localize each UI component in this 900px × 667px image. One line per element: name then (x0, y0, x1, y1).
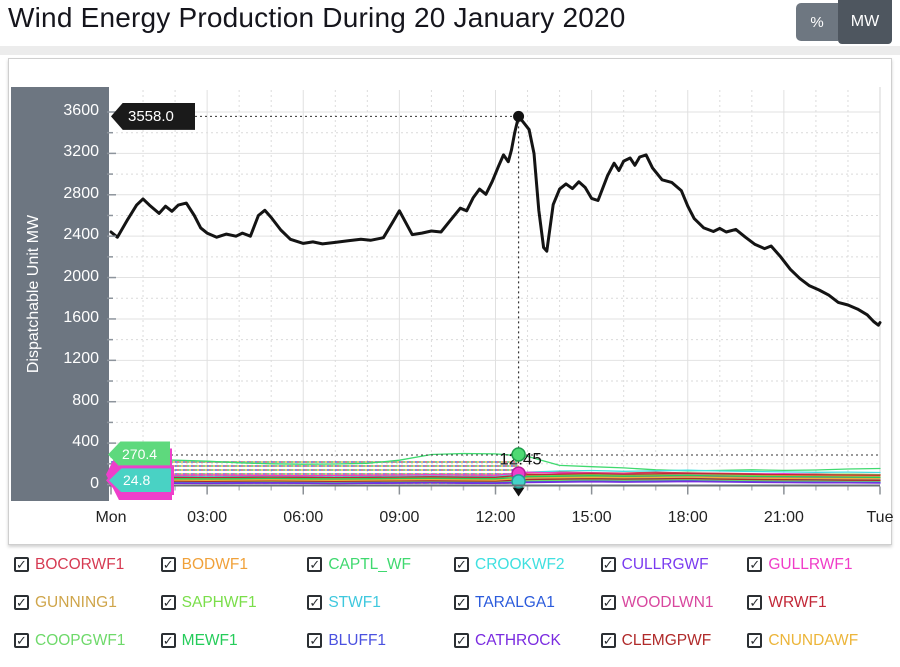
teal-value-callout-text: 24.8 (109, 468, 171, 493)
legend-checkbox-cathrock[interactable]: ✓ (454, 633, 469, 648)
legend-item-bodwf1[interactable]: ✓ BODWF1 (160, 554, 302, 575)
legend-checkbox-gullrwf1[interactable]: ✓ (747, 557, 763, 572)
y-tick-label: 1600 (63, 308, 99, 326)
legend-item-bluff1[interactable]: ✓ BLUFF1 (307, 630, 448, 651)
legend-label[interactable]: WRWF1 (768, 593, 827, 611)
header: Wind Energy Production During 20 January… (0, 0, 900, 46)
percent-button[interactable]: % (796, 3, 838, 41)
legend-checkbox-wrwf1[interactable]: ✓ (747, 595, 763, 610)
legend-checkbox-stwf1[interactable]: ✓ (307, 595, 323, 610)
legend-label[interactable]: CATHROCK (475, 631, 561, 649)
legend-label[interactable]: CNUNDAWF (768, 631, 859, 649)
green-value-callout: 270.4 (108, 441, 170, 468)
legend-label[interactable]: TARALGA1 (475, 593, 555, 611)
legend-label[interactable]: STWF1 (328, 593, 381, 611)
legend-checkbox-bodwf1[interactable]: ✓ (160, 557, 176, 572)
legend-label[interactable]: GULLRWF1 (768, 555, 853, 573)
legend-item-crookwf2[interactable]: ✓ CROOKWF2 (454, 554, 595, 575)
unit-toggle: % MW (796, 0, 892, 44)
legend-checkbox-taralga1[interactable]: ✓ (454, 595, 469, 610)
legend-item-cnundawf[interactable]: ✓ CNUNDAWF (747, 630, 888, 651)
x-tick-label: 21:00 (763, 509, 804, 526)
legend-label[interactable]: MEWF1 (181, 631, 238, 649)
legend-item-taralga1[interactable]: ✓ TARALGA1 (454, 592, 595, 613)
y-tick-label: 400 (72, 433, 99, 451)
x-tick-label: 18:00 (667, 509, 708, 526)
legend-item-saphwf1[interactable]: ✓ SAPHWF1 (160, 592, 302, 613)
legend-checkbox-captl_wf[interactable]: ✓ (307, 557, 323, 572)
legend-checkbox-gunning1[interactable]: ✓ (14, 595, 29, 610)
legend-checkbox-bocorwf1[interactable]: ✓ (14, 557, 29, 572)
header-divider (0, 46, 900, 55)
y-tick-label: 1200 (63, 350, 99, 368)
legend-item-cullrgwf[interactable]: ✓ CULLRGWF (600, 554, 742, 575)
y-tick-label: 3200 (63, 143, 99, 161)
legend-checkbox-mewf1[interactable]: ✓ (160, 633, 176, 648)
legend-label[interactable]: COOPGWF1 (35, 631, 126, 649)
legend-item-captl_wf[interactable]: ✓ CAPTL_WF (307, 554, 448, 575)
x-tick-label: 03:00 (187, 509, 228, 526)
x-tick-label: 06:00 (283, 509, 324, 526)
legend-label[interactable]: SAPHWF1 (181, 593, 257, 611)
legend-item-gullrwf1[interactable]: ✓ GULLRWF1 (747, 554, 888, 575)
legend-item-gunning1[interactable]: ✓ GUNNING1 (14, 592, 155, 613)
legend-label[interactable]: BLUFF1 (328, 631, 387, 649)
legend-label[interactable]: CLEMGPWF (621, 631, 712, 649)
legend-item-cathrock[interactable]: ✓ CATHROCK (454, 630, 595, 651)
legend-item-stwf1[interactable]: ✓ STWF1 (307, 592, 448, 613)
legend-label[interactable]: CULLRGWF (621, 555, 709, 573)
y-axis-band: Dispatchable Unit MW (11, 87, 109, 501)
legend-label[interactable]: CROOKWF2 (475, 555, 565, 573)
y-tick-label: 3600 (63, 102, 99, 119)
legend-label[interactable]: BODWF1 (181, 555, 248, 573)
teal-value-callout: 24.8 (106, 465, 174, 496)
y-tick-label: 2400 (63, 226, 99, 244)
legend-checkbox-woodlwn1[interactable]: ✓ (600, 595, 616, 610)
y-tick-label: 2000 (63, 267, 99, 285)
mw-button[interactable]: MW (838, 0, 892, 44)
legend-checkbox-bluff1[interactable]: ✓ (307, 633, 323, 648)
legend-item-bocorwf1[interactable]: ✓ BOCORWF1 (14, 554, 155, 575)
legend-item-coopgwf1[interactable]: ✓ COOPGWF1 (14, 630, 155, 651)
legend-item-woodlwn1[interactable]: ✓ WOODLWN1 (600, 592, 742, 613)
y-tick-label: 2800 (63, 184, 99, 202)
legend-checkbox-saphwf1[interactable]: ✓ (160, 595, 176, 610)
legend-label[interactable]: GUNNING1 (35, 593, 117, 611)
legend-checkbox-cnundawf[interactable]: ✓ (747, 633, 763, 648)
page-title: Wind Energy Production During 20 January… (8, 2, 626, 33)
legend-label[interactable]: CAPTL_WF (328, 555, 412, 573)
legend-item-clemgpwf[interactable]: ✓ CLEMGPWF (600, 630, 742, 651)
x-tick-label: Tue (866, 509, 894, 526)
legend: ✓ BOCORWF1 ✓ BODWF1 ✓ CAPTL_WF ✓ CROOKWF2 ✓ CULLR… (0, 552, 900, 651)
legend-item-wrwf1[interactable]: ✓ WRWF1 (747, 592, 888, 613)
chart-area[interactable]: Dispatchable Unit MW 12:45 3558.0 270.4 … (8, 58, 893, 545)
y-tick-label: 800 (72, 391, 99, 409)
legend-label[interactable]: WOODLWN1 (621, 593, 714, 611)
legend-checkbox-clemgpwf[interactable]: ✓ (600, 633, 616, 648)
plot-canvas[interactable]: 12:45 (9, 59, 891, 544)
legend-checkbox-cullrgwf[interactable]: ✓ (600, 557, 616, 572)
legend-label[interactable]: BOCORWF1 (35, 555, 125, 573)
y-tick-label: 0 (90, 474, 99, 492)
legend-checkbox-crookwf2[interactable]: ✓ (454, 557, 469, 572)
x-tick-label: 09:00 (379, 509, 420, 526)
legend-item-mewf1[interactable]: ✓ MEWF1 (160, 630, 302, 651)
x-tick-label: 12:00 (475, 509, 516, 526)
legend-checkbox-coopgwf1[interactable]: ✓ (14, 633, 29, 648)
x-tick-label: Mon (95, 509, 127, 526)
peak-value-tooltip: 3558.0 (111, 102, 195, 130)
x-tick-label: 15:00 (571, 509, 612, 526)
